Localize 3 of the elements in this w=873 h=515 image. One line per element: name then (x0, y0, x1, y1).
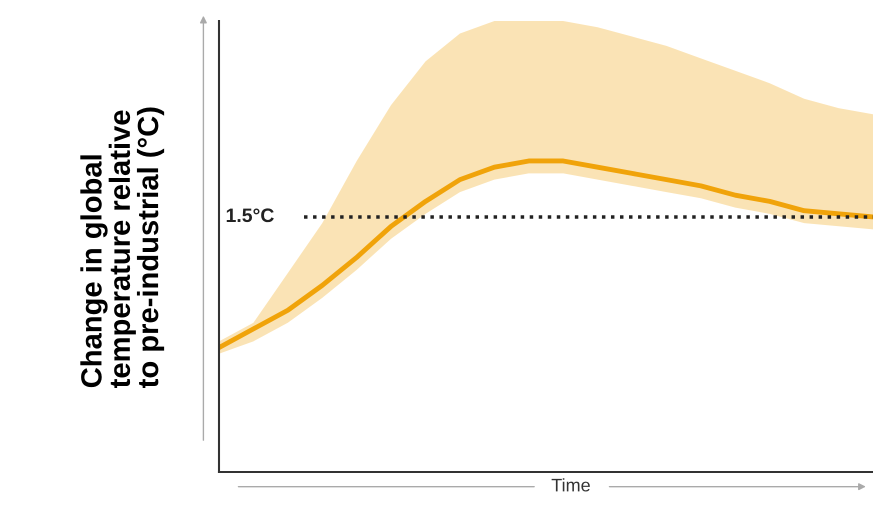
ref-line-label: 1.5°C (226, 208, 274, 222)
y-axis-title: Change in global temperature relative to pre-industrial (°C) (80, 108, 164, 388)
x-axis-title: Time (552, 478, 590, 492)
